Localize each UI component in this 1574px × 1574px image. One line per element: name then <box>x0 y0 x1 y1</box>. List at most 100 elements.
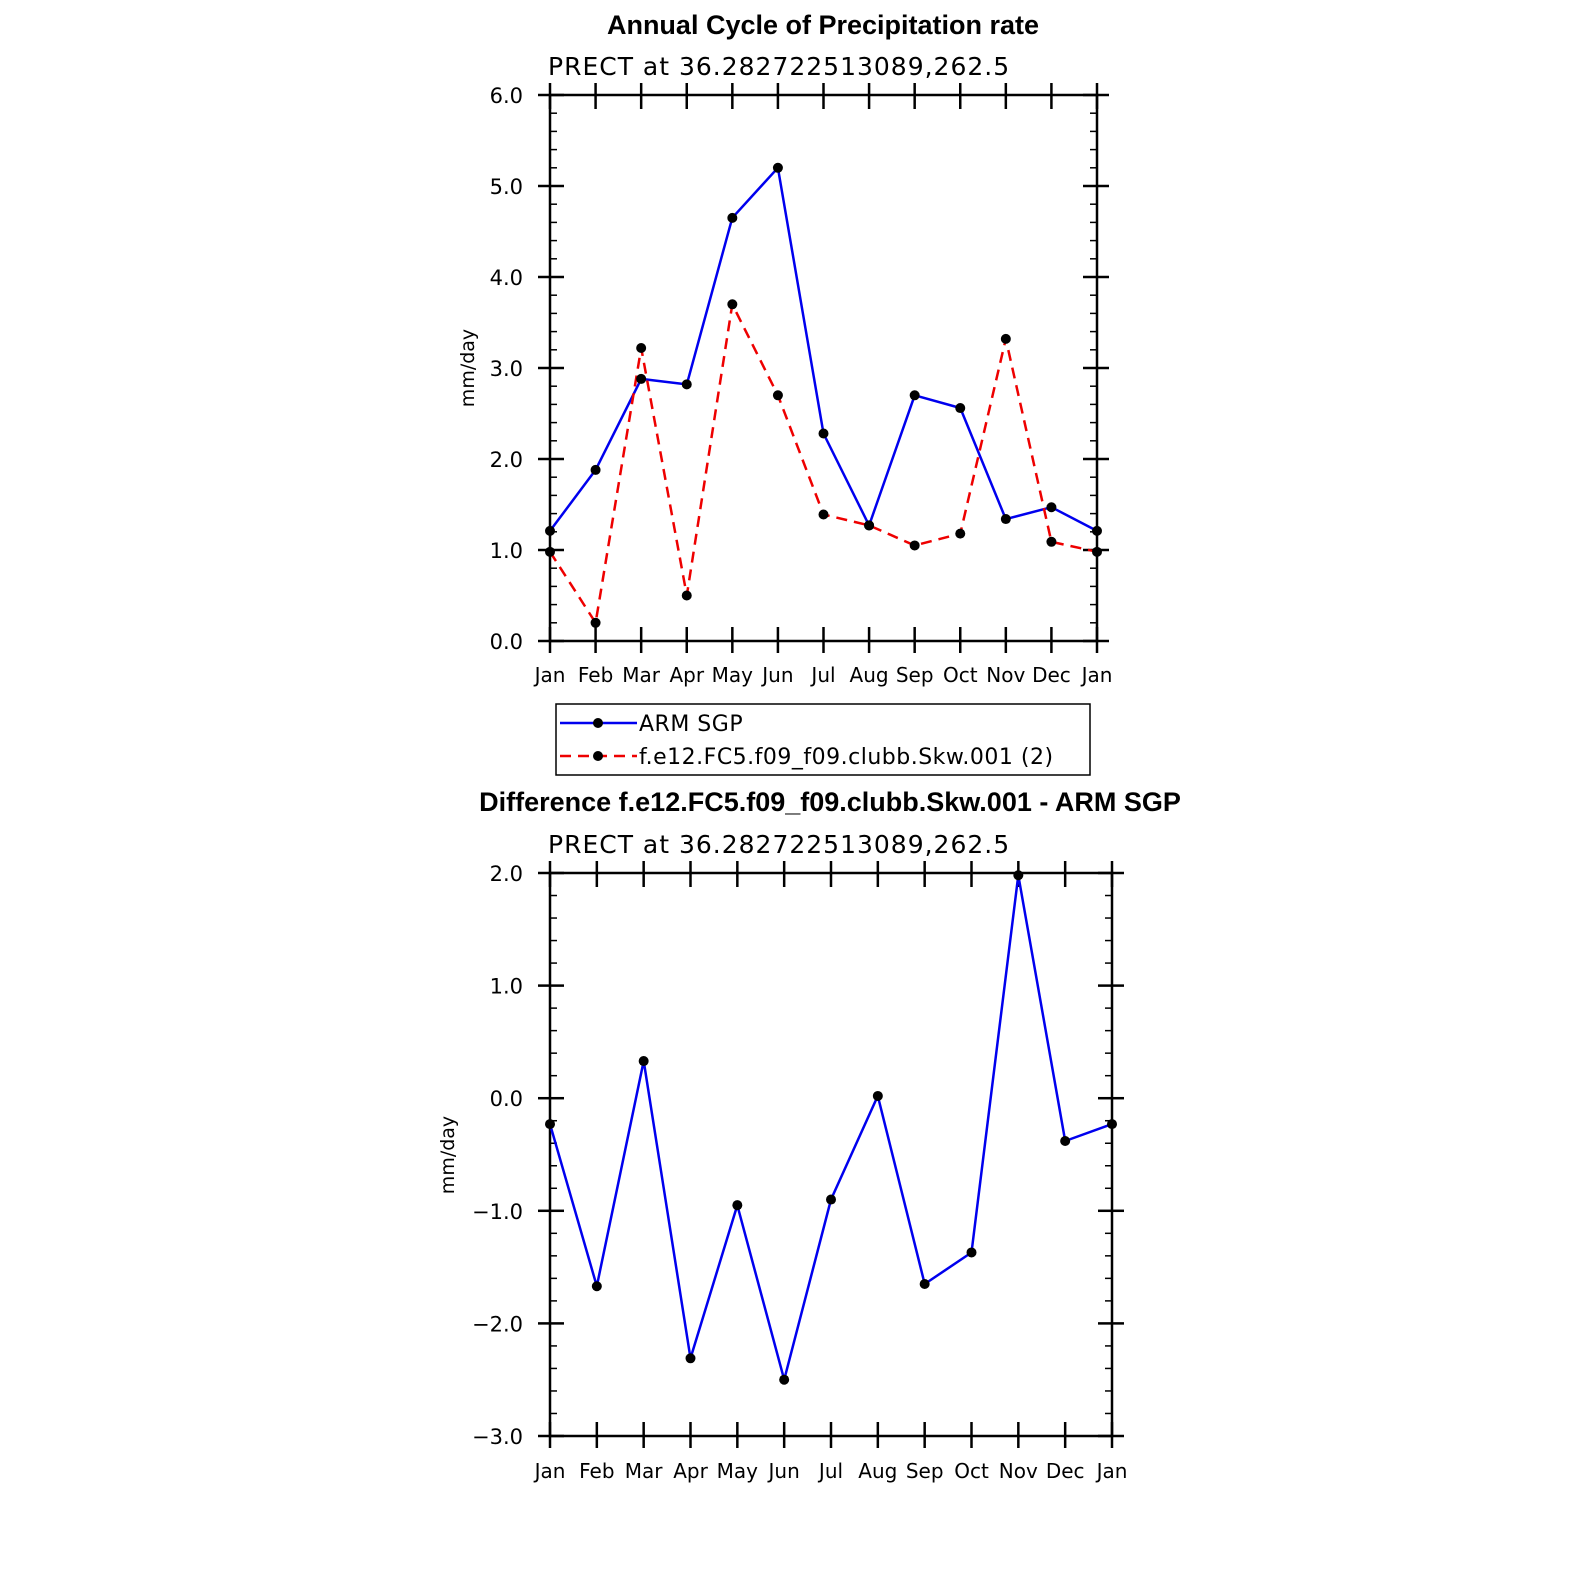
x-tick-label: Jan <box>1080 663 1113 687</box>
x-tick-label: Jul <box>809 663 835 687</box>
data-point-1-8 <box>909 540 920 551</box>
data-point-0-2 <box>638 1056 649 1067</box>
data-point-1-12 <box>1092 546 1102 557</box>
x-tick-label: Mar <box>625 1459 664 1483</box>
y-tick-label: −1.0 <box>472 1200 523 1224</box>
y-tick-label: 1.0 <box>490 975 523 999</box>
legend-frame <box>555 703 1091 776</box>
legend-label-arm-sgp: ARM SGP <box>639 712 743 737</box>
data-point-0-11 <box>1046 502 1057 513</box>
x-tick-labels: Jan Feb Mar Apr May Jun Jul Aug Sep Oct Nov Dec Jan <box>533 1459 1128 1483</box>
plot-frame <box>548 871 1114 1438</box>
x-tick-label: Aug <box>850 663 889 687</box>
data-point-1-2 <box>636 342 647 353</box>
series-layer <box>545 162 1102 628</box>
legend-label-model: f.e12.FC5.f09_f09.clubb.Skw.001 (2) <box>639 745 1054 770</box>
x-tick-label: Mar <box>622 663 661 687</box>
series-line-0 <box>548 874 1113 1381</box>
y-tick-label: 2.0 <box>490 862 523 886</box>
y-tick-label: −3.0 <box>472 1425 523 1449</box>
data-point-1-4 <box>727 299 738 310</box>
series-layer <box>545 870 1117 1385</box>
data-point-0-9 <box>966 1247 977 1258</box>
x-tick-label: Nov <box>999 1459 1038 1483</box>
data-point-1-10 <box>1000 333 1011 344</box>
chart-title: Difference f.e12.FC5.f09_f09.clubb.Skw.0… <box>479 787 1181 817</box>
data-point-1-11 <box>1046 536 1057 547</box>
data-point-1-5 <box>772 390 783 401</box>
y-tick-label: −2.0 <box>472 1312 523 1336</box>
y-tick-labels: −3.0 −2.0 −1.0 0.0 1.0 2.0 <box>472 862 523 1449</box>
y-tick-label: 3.0 <box>490 357 523 381</box>
data-point-0-12 <box>1107 1119 1117 1130</box>
data-point-1-9 <box>955 528 966 539</box>
x-tick-label: Jan <box>533 663 566 687</box>
x-tick-label: Dec <box>1032 663 1071 687</box>
x-tick-label: Oct <box>954 1459 989 1483</box>
data-point-0-7 <box>872 1090 883 1101</box>
x-tick-label: Sep <box>906 1459 944 1483</box>
x-tick-label: Jul <box>817 1459 843 1483</box>
axis-ticks <box>538 83 1109 653</box>
data-point-0-10 <box>1000 514 1011 525</box>
series-line-0 <box>548 166 1098 533</box>
data-point-0-1 <box>590 464 601 475</box>
legend-marker-arm-sgp <box>593 718 603 728</box>
chart-subtitle: PRECT at 36.282722513089,262.5 <box>548 52 1010 81</box>
y-tick-label: 4.0 <box>490 266 523 290</box>
legend-marker-model <box>593 751 603 761</box>
data-point-0-4 <box>732 1200 743 1211</box>
data-point-0-1 <box>591 1281 602 1292</box>
data-point-0-8 <box>919 1278 930 1289</box>
data-point-0-6 <box>826 1194 836 1205</box>
x-tick-label: May <box>717 1459 759 1483</box>
x-tick-label: Jan <box>1095 1459 1128 1483</box>
x-tick-label: May <box>712 663 754 687</box>
data-point-0-11 <box>1060 1135 1071 1146</box>
x-tick-label: Jan <box>533 1459 566 1483</box>
data-point-0-3 <box>681 379 692 390</box>
y-tick-label: 0.0 <box>490 630 523 654</box>
data-point-0-6 <box>818 428 829 439</box>
axis-ticks <box>538 861 1124 1448</box>
data-point-0-0 <box>545 525 555 536</box>
y-tick-label: 6.0 <box>490 84 523 108</box>
data-point-0-2 <box>636 373 647 384</box>
x-tick-label: Feb <box>578 663 613 687</box>
data-point-0-3 <box>685 1353 696 1364</box>
series-line-1 <box>548 303 1098 625</box>
data-point-1-0 <box>545 546 555 557</box>
x-tick-label: Apr <box>673 1459 708 1483</box>
data-point-0-4 <box>727 212 738 223</box>
y-tick-label: 1.0 <box>490 539 523 563</box>
plot-frame <box>548 93 1099 643</box>
y-axis-label: mm/day <box>457 329 479 407</box>
data-point-1-3 <box>681 590 692 601</box>
x-tick-label: Dec <box>1046 1459 1085 1483</box>
data-point-0-12 <box>1092 525 1102 536</box>
chart-title: Annual Cycle of Precipitation rate <box>607 10 1039 40</box>
data-point-1-6 <box>818 509 829 520</box>
x-tick-label: Feb <box>579 1459 614 1483</box>
data-point-1-7 <box>864 520 875 531</box>
x-tick-label: Oct <box>943 663 978 687</box>
panel-annual-cycle: Annual Cycle of Precipitation rate PRECT… <box>457 10 1113 776</box>
x-tick-label: Jun <box>760 663 793 687</box>
x-tick-label: Aug <box>858 1459 897 1483</box>
y-tick-label: 5.0 <box>490 175 523 199</box>
data-point-0-5 <box>779 1374 790 1385</box>
x-tick-label: Apr <box>669 663 704 687</box>
x-tick-labels: Jan Feb Mar Apr May Jun Jul Aug Sep Oct Nov Dec Jan <box>533 663 1113 687</box>
data-point-0-9 <box>955 403 966 414</box>
x-tick-label: Nov <box>986 663 1025 687</box>
data-point-0-10 <box>1013 870 1024 881</box>
x-tick-label: Jun <box>767 1459 800 1483</box>
panel-difference: Difference f.e12.FC5.f09_f09.clubb.Skw.0… <box>437 787 1181 1483</box>
x-tick-label: Sep <box>896 663 934 687</box>
legend: ARM SGP f.e12.FC5.f09_f09.clubb.Skw.001 … <box>555 703 1091 776</box>
data-point-1-1 <box>590 617 601 628</box>
y-tick-label: 2.0 <box>490 448 523 472</box>
data-point-0-0 <box>545 1119 555 1130</box>
data-point-0-5 <box>772 162 783 173</box>
